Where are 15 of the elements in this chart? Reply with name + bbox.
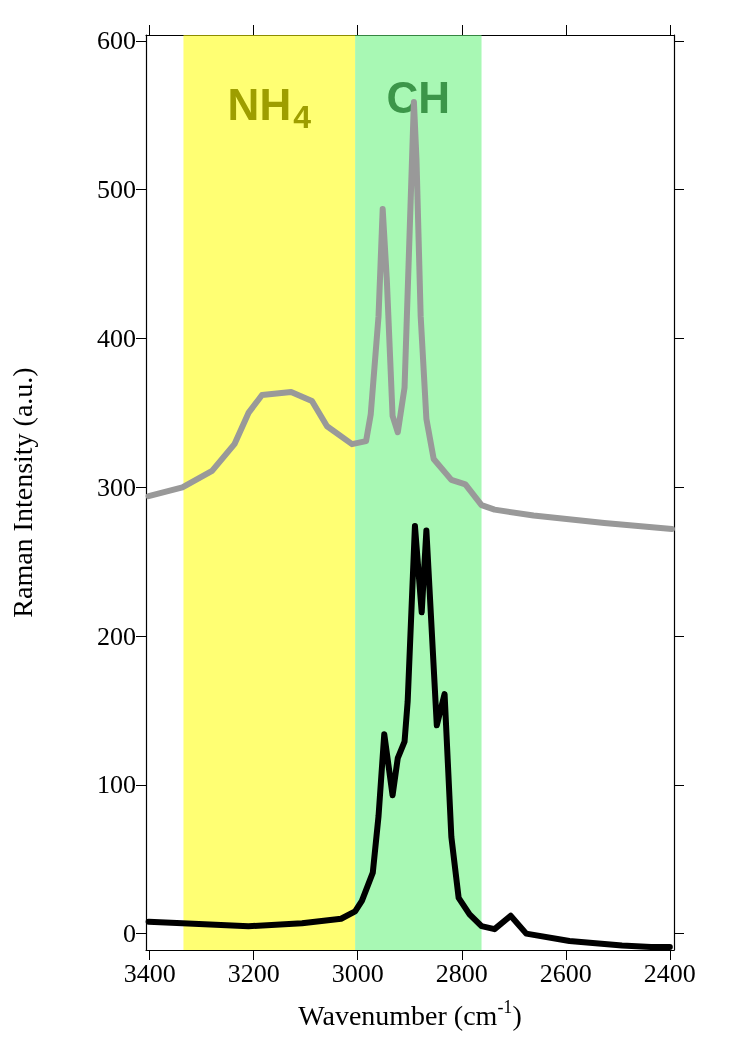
band-label: CH (386, 72, 451, 122)
x-tick-label: 3400 (123, 958, 176, 988)
x-tick-label: 2600 (539, 958, 592, 988)
x-tick-label: 3000 (331, 958, 384, 988)
y-axis-title: Raman Intensity (a.u.) (6, 367, 38, 618)
y-tick-label: 300 (97, 472, 136, 502)
y-tick-label: 600 (97, 26, 136, 56)
y-tick-label: 100 (97, 770, 136, 800)
y-tick-label: 0 (123, 919, 136, 949)
x-tick-label: 3200 (227, 958, 280, 988)
y-tick-label: 200 (97, 621, 136, 651)
y-tick-label: 400 (97, 324, 136, 354)
x-tick-label: 2800 (435, 958, 488, 988)
y-tick-label: 500 (97, 175, 136, 205)
x-tick-label: 2400 (643, 958, 696, 988)
